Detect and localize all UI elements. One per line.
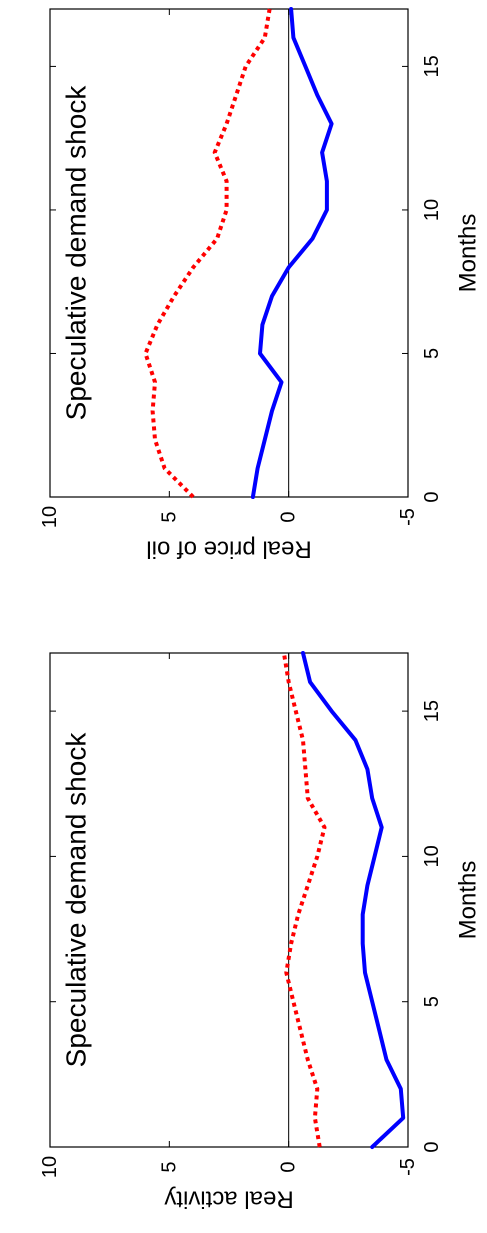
plot-frame — [49, 8, 409, 498]
plot-frame — [49, 652, 409, 1148]
y-tick-label: -5 — [397, 508, 419, 526]
y-tick-label: -5 — [397, 1158, 419, 1176]
x-tick-label: 0 — [421, 1141, 443, 1152]
y-tick-label: 10 — [39, 506, 61, 528]
chart-title: Speculative demand shock — [61, 732, 92, 1068]
x-tick-label: 0 — [421, 491, 443, 502]
x-tick-label: 5 — [421, 996, 443, 1007]
x-tick-label: 10 — [421, 845, 443, 867]
y-tick-label: 0 — [278, 1161, 300, 1172]
y-tick-label: 5 — [158, 511, 180, 522]
y-tick-label: 10 — [39, 1156, 61, 1178]
series-line-blue-solid — [250, 7, 334, 499]
x-tick-label: 15 — [421, 55, 443, 77]
x-tick-label: 5 — [421, 348, 443, 359]
series-line-red-dotted — [281, 652, 327, 1148]
x-tick-label: 15 — [421, 700, 443, 722]
y-tick-label: 0 — [278, 511, 300, 522]
chart-title: Speculative demand shock — [61, 85, 92, 421]
x-tick-label: 10 — [421, 199, 443, 221]
y-tick-label: 5 — [158, 1161, 180, 1172]
y-axis-label: Real price of oil — [146, 536, 311, 563]
y-axis-label: Real activity — [164, 1186, 293, 1213]
x-axis-label: Months — [455, 861, 482, 940]
x-axis-label: Months — [455, 214, 482, 293]
series-line-red-dotted — [143, 8, 272, 499]
series-line-blue-solid — [301, 651, 406, 1149]
